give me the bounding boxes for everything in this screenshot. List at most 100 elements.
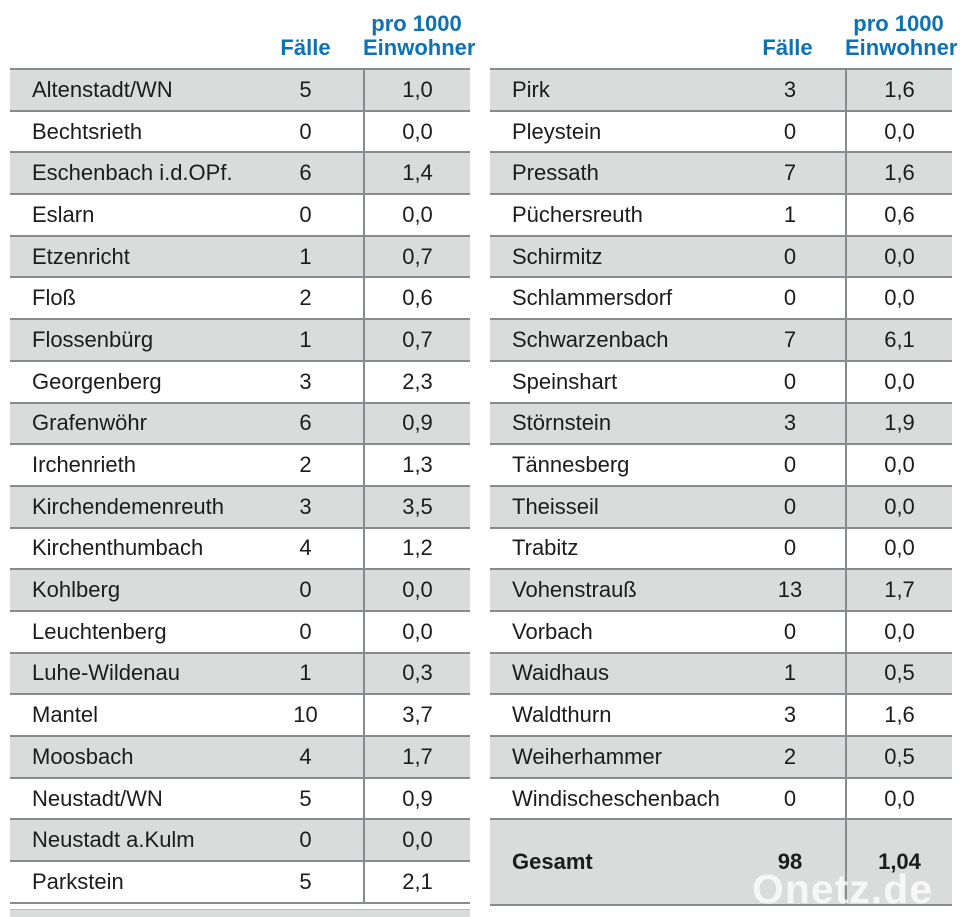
table-row: Neustadt/WN 5 0,9	[10, 778, 470, 821]
rate-value: 6,1	[845, 320, 952, 360]
rate-value: 2,3	[363, 361, 470, 402]
cases-value: 2	[783, 743, 797, 769]
table-row: Bechtsrieth 0 0,0	[10, 111, 470, 154]
rate-value: 0,0	[845, 111, 952, 152]
table-rows-right: Pirk 3 1,6 Pleystein 0 0,0 Pressath 7 1,…	[490, 70, 952, 821]
cases-value: 0	[299, 201, 312, 227]
table-row: Flossenbürg 1 0,7	[10, 320, 470, 362]
table-row: Püchersreuth 1 0,6	[490, 195, 952, 237]
table-header-left: Fälle pro 1000 Einwohner	[10, 0, 475, 68]
cases-value: 5	[299, 868, 312, 894]
rate-value: 0,0	[363, 570, 470, 610]
municipality-name: Parkstein	[32, 868, 124, 894]
table-row: Schlammersdorf 0 0,0	[490, 278, 952, 321]
table-row: Parkstein 5 2,1	[10, 862, 470, 904]
rate-value: 0,9	[363, 778, 470, 819]
municipality-name: Pleystein	[512, 118, 602, 144]
municipality-name: Altenstadt/WN	[32, 76, 173, 102]
municipality-name: Trabitz	[512, 535, 579, 561]
municipality-name: Floß	[32, 285, 76, 311]
cases-value: 0	[299, 618, 312, 644]
table-row: Eslarn 0 0,0	[10, 195, 470, 237]
cases-value: 3	[783, 702, 797, 728]
cases-value: 0	[783, 285, 797, 311]
table-row: Schwarzenbach 7 6,1	[490, 320, 952, 362]
municipality-name: Eschenbach i.d.OPf.	[32, 160, 233, 186]
cases-value: 0	[783, 493, 797, 519]
column-header-rate: pro 1000 Einwohner	[845, 10, 958, 61]
rate-value: 0,0	[845, 278, 952, 319]
rate-value: 0,0	[845, 445, 952, 485]
table-row: Moosbach 4 1,7	[10, 737, 470, 779]
cases-value: 5	[299, 76, 312, 102]
table-row: Störnstein 3 1,9	[490, 403, 952, 446]
table-row: Georgenberg 3 2,3	[10, 361, 470, 404]
rate-value: 1,0	[363, 70, 470, 110]
table-row: Kirchendemenreuth 3 3,5	[10, 486, 470, 529]
rate-value: 1,7	[363, 737, 470, 777]
table-row: Grafenwöhr 6 0,9	[10, 403, 470, 446]
cases-value: 5	[299, 785, 312, 811]
cases-value: 1	[299, 660, 312, 686]
rate-value: 0,0	[363, 195, 470, 235]
rate-value: 0,0	[845, 611, 952, 652]
table-row: Tännesberg 0 0,0	[490, 445, 952, 487]
municipality-name: Moosbach	[32, 743, 134, 769]
cases-value: 2	[299, 452, 312, 478]
rate-value: 0,0	[363, 111, 470, 152]
cases-value: 1	[299, 243, 312, 269]
cases-value: 13	[777, 577, 803, 603]
table-row: Leuchtenberg 0 0,0	[10, 611, 470, 654]
table-header-right: Fälle pro 1000 Einwohner	[490, 0, 958, 68]
rate-value: 0,7	[363, 320, 470, 360]
rate-value: 0,5	[845, 653, 952, 694]
rate-value: 1,6	[845, 695, 952, 735]
table-row: Irchenrieth 2 1,3	[10, 445, 470, 487]
rate-value: 0,9	[363, 403, 470, 444]
table-row: Mantel 10 3,7	[10, 695, 470, 737]
cases-value: 7	[783, 160, 797, 186]
cases-value: 0	[783, 118, 797, 144]
municipality-name: Kohlberg	[32, 577, 121, 603]
column-header-cases: Fälle	[762, 35, 813, 61]
table-row: Kirchenthumbach 4 1,2	[10, 528, 470, 571]
rate-value: 0,6	[363, 278, 470, 319]
rate-value: 0,6	[845, 195, 952, 235]
municipality-name: Mantel	[32, 702, 99, 728]
column-header-rate-line1: pro 1000	[853, 10, 944, 36]
rate-value: 0,7	[363, 236, 470, 277]
municipality-name: Pressath	[512, 160, 599, 186]
cases-value: 0	[783, 452, 797, 478]
cases-value: 0	[783, 785, 797, 811]
rate-value: 0,5	[845, 737, 952, 777]
municipality-name: Schlammersdorf	[512, 285, 673, 311]
municipality-name: Weiherhammer	[512, 743, 662, 769]
rate-value: 3,7	[363, 695, 470, 735]
municipality-name: Theisseil	[512, 493, 599, 519]
table-row: Pirk 3 1,6	[490, 70, 952, 112]
municipality-name: Püchersreuth	[512, 201, 643, 227]
municipality-name: Vohenstrauß	[512, 577, 637, 603]
municipality-name: Waldthurn	[512, 702, 612, 728]
cases-value: 0	[783, 368, 797, 394]
table-row: Etzenricht 1 0,7	[10, 236, 470, 279]
cases-value: 0	[783, 243, 797, 269]
municipality-name: Pirk	[512, 76, 550, 102]
cases-value: 0	[299, 577, 312, 603]
cases-value: 3	[299, 368, 312, 394]
cropped-next-row-sliver	[10, 908, 470, 917]
total-rate-value: 1,04	[845, 820, 952, 905]
rate-value: 0,3	[363, 653, 470, 694]
municipality-name: Störnstein	[512, 410, 612, 436]
rate-value: 0,0	[363, 611, 470, 652]
column-header-rate-line2: Einwohner	[845, 35, 958, 61]
municipality-name: Vorbach	[512, 618, 593, 644]
rate-value: 1,2	[363, 528, 470, 569]
table-row: Luhe-Wildenau 1 0,3	[10, 653, 470, 696]
cases-value: 1	[783, 201, 797, 227]
table-row: Waidhaus 1 0,5	[490, 653, 952, 696]
rate-value: 0,0	[363, 820, 470, 861]
table-row: Weiherhammer 2 0,5	[490, 737, 952, 779]
cases-value: 6	[299, 160, 312, 186]
table-row: Vorbach 0 0,0	[490, 611, 952, 654]
